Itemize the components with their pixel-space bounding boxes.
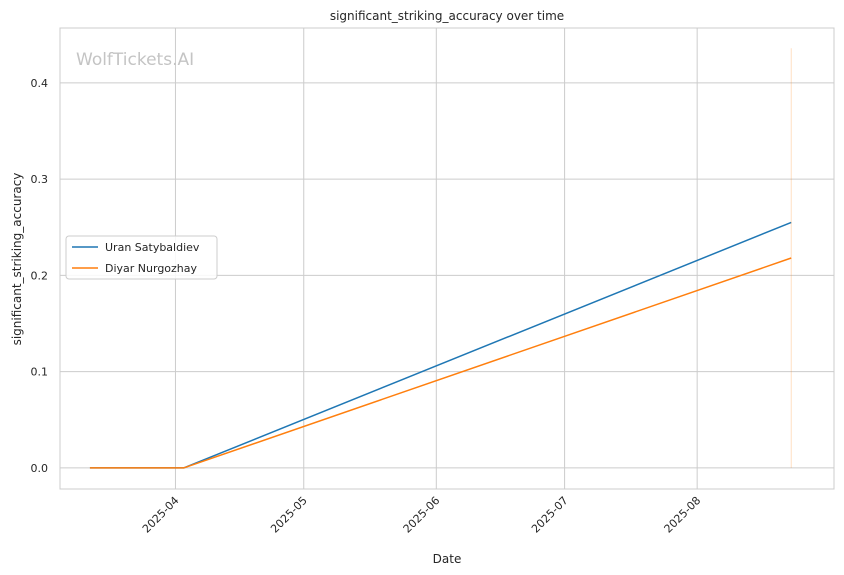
y-tick-label: 0.3: [31, 173, 49, 186]
y-axis-label: significant_striking_accuracy: [10, 173, 24, 346]
series-group: [89, 48, 792, 469]
y-tick-labels: 0.0 0.1 0.2 0.3 0.4: [31, 77, 49, 475]
legend-label-diyar-nurgozhay: Diyar Nurgozhay: [105, 262, 198, 275]
legend-box: [65, 235, 218, 280]
x-axis-label: Date: [433, 552, 462, 566]
chart-title: significant_striking_accuracy over time: [330, 9, 564, 23]
y-tick-label: 0.2: [31, 269, 49, 282]
y-tick-label: 0.0: [31, 462, 49, 475]
y-tick-label: 0.1: [31, 366, 49, 379]
watermark-text: WolfTickets.AI: [76, 50, 194, 70]
series-line-diyar-nurgozhay: [89, 257, 792, 469]
y-tick-label: 0.4: [31, 77, 49, 90]
plot-frame: [59, 27, 835, 490]
legend-label-uran-satybaldiev: Uran Satybaldiev: [105, 241, 200, 254]
legend: Uran Satybaldiev Diyar Nurgozhay: [65, 235, 218, 280]
